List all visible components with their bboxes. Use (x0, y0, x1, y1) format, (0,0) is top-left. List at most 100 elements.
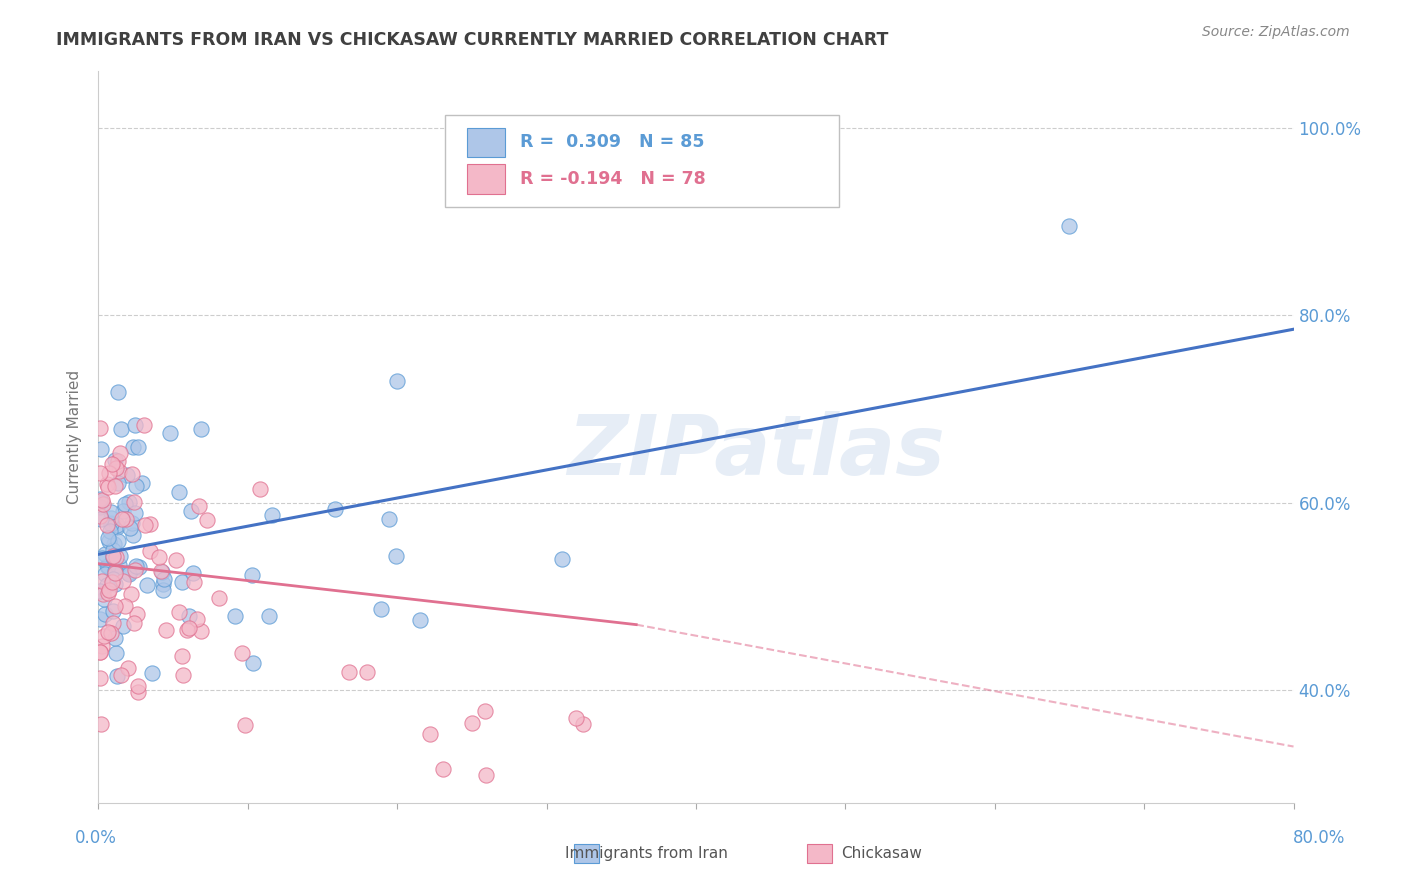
Point (97, 559, 120, 574)
Point (242, 656, 264, 670)
Point (125, 559, 148, 574)
Point (98, 583, 121, 598)
Point (100, 517, 122, 532)
Point (117, 661, 139, 675)
Point (152, 582, 174, 597)
Point (111, 512, 134, 526)
Point (108, 464, 131, 478)
Point (118, 495, 141, 509)
Point (197, 513, 219, 527)
Point (419, 726, 441, 740)
Point (98, 466, 121, 480)
Point (127, 680, 149, 694)
Point (121, 516, 143, 530)
Point (127, 607, 149, 622)
Point (1059, 219, 1081, 233)
Point (90, 512, 112, 526)
Point (108, 446, 131, 460)
Point (104, 565, 127, 579)
Point (98, 524, 121, 538)
Text: Chickasaw: Chickasaw (841, 847, 922, 861)
Point (103, 549, 125, 563)
Point (124, 563, 146, 577)
Point (96, 578, 118, 592)
Point (385, 374, 409, 388)
Point (356, 665, 378, 679)
Point (240, 568, 263, 582)
Point (97, 534, 120, 549)
Point (114, 599, 136, 614)
Point (93, 630, 115, 644)
Point (93, 607, 115, 621)
Point (167, 484, 190, 499)
Point (101, 457, 124, 471)
Point (170, 648, 193, 663)
Point (91, 497, 114, 511)
Point (138, 544, 160, 558)
Point (101, 574, 124, 589)
Point (124, 506, 146, 520)
Point (103, 537, 125, 551)
Point (108, 549, 131, 563)
Point (550, 552, 572, 566)
Point (124, 417, 146, 432)
Text: 80.0%: 80.0% (1292, 830, 1346, 847)
Point (149, 564, 172, 578)
Point (93, 591, 115, 606)
Point (172, 668, 194, 682)
Point (96, 476, 118, 491)
Point (90, 717, 112, 731)
Point (461, 716, 484, 731)
Point (118, 566, 141, 581)
Point (89, 612, 111, 626)
Point (114, 511, 136, 525)
Point (121, 467, 143, 481)
Point (89, 645, 111, 659)
Point (107, 475, 129, 490)
Point (96, 518, 118, 533)
Point (127, 685, 149, 699)
Point (104, 646, 127, 660)
Point (103, 604, 125, 618)
Point (108, 558, 131, 573)
Point (107, 453, 129, 467)
Point (89, 583, 111, 598)
Point (141, 666, 163, 681)
Point (257, 609, 280, 624)
Point (121, 528, 143, 542)
Point (112, 504, 135, 518)
Point (89, 500, 111, 514)
Point (100, 516, 122, 530)
Point (97, 480, 120, 494)
Point (125, 479, 148, 493)
Point (91, 550, 114, 565)
Point (153, 572, 176, 586)
Point (190, 624, 212, 638)
Point (432, 762, 454, 776)
Point (224, 609, 246, 624)
Point (323, 501, 346, 516)
Point (337, 665, 360, 679)
Point (572, 716, 595, 731)
Point (114, 497, 136, 511)
Point (172, 574, 194, 589)
Point (90, 574, 112, 589)
Point (91, 492, 114, 507)
Point (132, 417, 155, 432)
Point (188, 500, 211, 514)
Point (134, 517, 156, 532)
Point (105, 520, 128, 534)
Point (181, 566, 204, 580)
Text: R =  0.309   N = 85: R = 0.309 N = 85 (520, 133, 704, 152)
Point (139, 516, 162, 531)
Point (89, 495, 111, 509)
Point (370, 602, 392, 616)
Point (101, 549, 124, 564)
Point (104, 599, 127, 613)
Point (122, 616, 145, 631)
Point (104, 453, 127, 467)
Point (104, 550, 127, 565)
Point (249, 482, 271, 496)
FancyBboxPatch shape (446, 115, 839, 207)
Point (94, 547, 117, 561)
